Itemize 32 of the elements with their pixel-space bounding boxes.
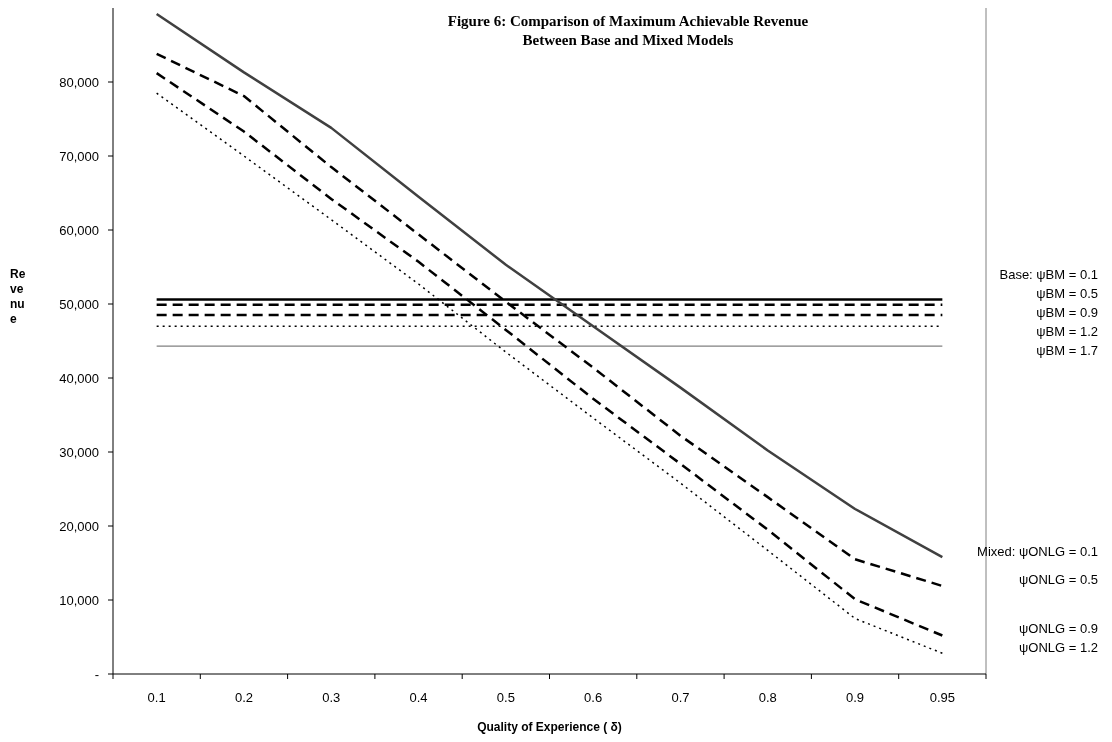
x-tick-label: 0.2 xyxy=(234,690,253,705)
y-tick-label: 70,000 xyxy=(59,148,99,164)
chart-title: Figure 6: Comparison of Maximum Achievable Revenue xyxy=(447,13,809,29)
y-tick-label: - xyxy=(94,666,99,682)
x-axis-title: Quality of Experience ( δ) xyxy=(477,720,622,734)
text: ψBM = 1.7 xyxy=(1036,342,1098,358)
x-tick-label: 0.5 xyxy=(496,690,515,705)
text: ψONLG = 1.2 xyxy=(1019,640,1098,656)
y-tick-label: 20,000 xyxy=(59,518,99,534)
text: Mixed: ψONLG = 0.1 xyxy=(977,543,1098,559)
text: ψBM = 1.2 xyxy=(1036,323,1098,339)
y-tick-label: 30,000 xyxy=(59,444,99,460)
x-tick-label: 0.4 xyxy=(409,690,428,705)
x-tick-label: 0.9 xyxy=(846,690,865,705)
x-tick-label: 0.1 xyxy=(147,690,166,705)
text: ψBM = 0.9 xyxy=(1036,304,1098,320)
y-tick-label: 10,000 xyxy=(59,592,99,608)
x-tick-label: 0.7 xyxy=(671,690,690,705)
x-tick-label: 0.6 xyxy=(584,690,603,705)
text: ψONLG = 0.5 xyxy=(1019,572,1098,588)
x-tick-label: 0.8 xyxy=(758,690,777,705)
y-axis-title: Revenue xyxy=(10,267,26,326)
y-tick-label: 50,000 xyxy=(59,296,99,312)
text: ψBM = 0.5 xyxy=(1036,285,1098,301)
y-tick-label: 80,000 xyxy=(59,74,99,90)
text: ψONLG = 0.9 xyxy=(1019,621,1098,637)
x-tick-label: 0.3 xyxy=(322,690,341,705)
text: Between Base and Mixed Models xyxy=(522,32,734,48)
y-tick-label: 60,000 xyxy=(59,222,99,238)
text: Base: ψBM = 0.1 xyxy=(999,266,1098,282)
y-tick-label: 40,000 xyxy=(59,370,99,386)
x-tick-label: 0.95 xyxy=(929,690,956,705)
